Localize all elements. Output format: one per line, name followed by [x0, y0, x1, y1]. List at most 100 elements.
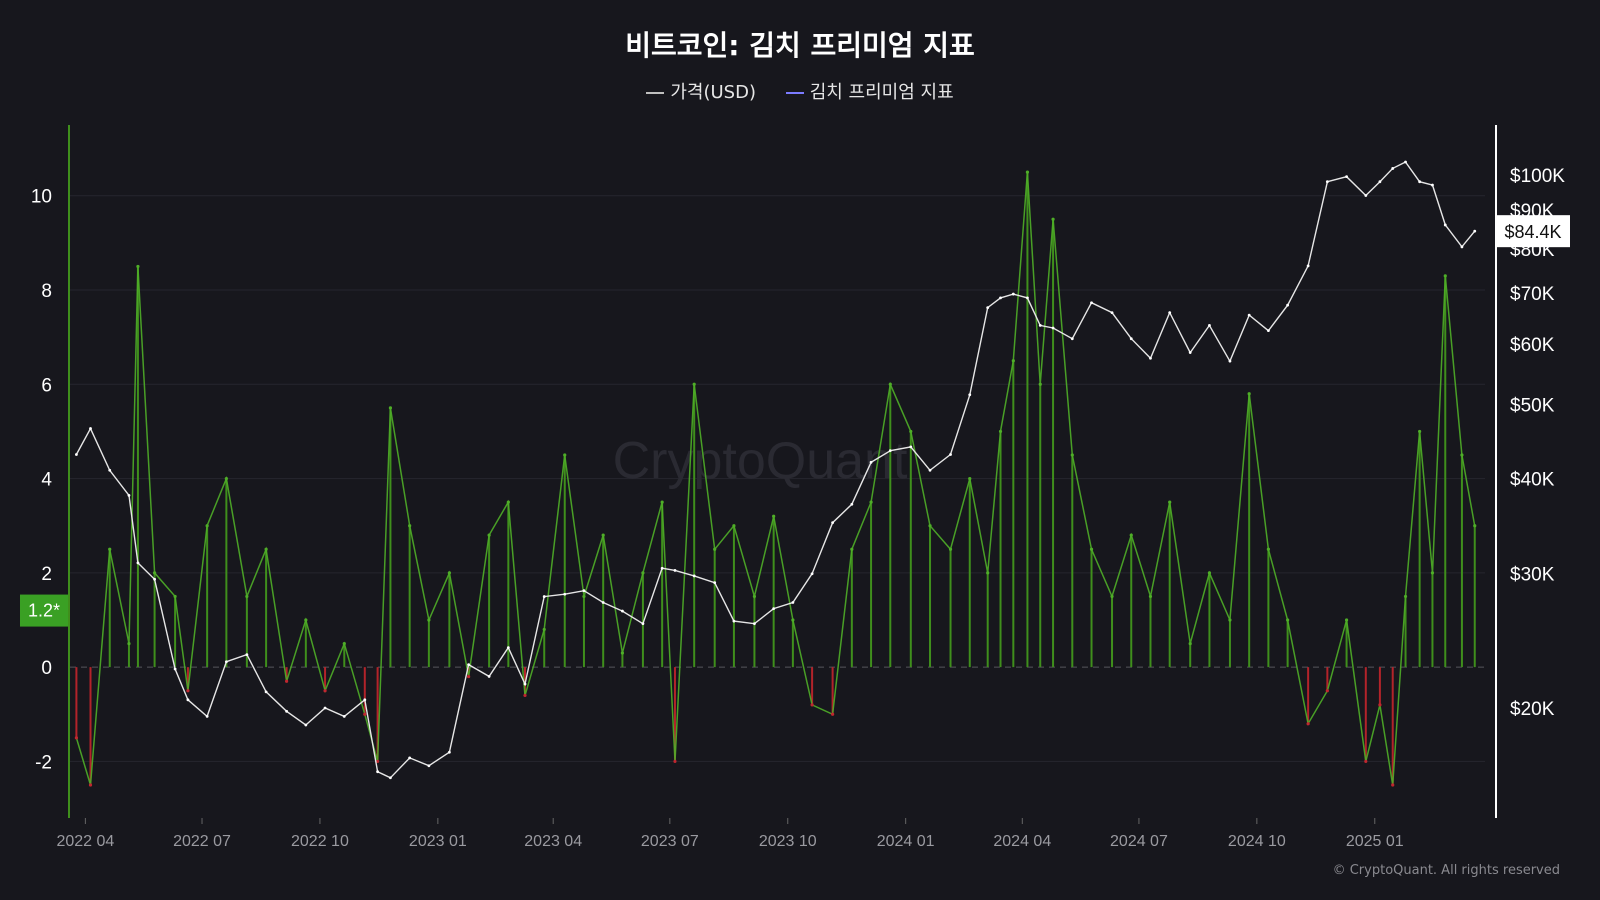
price-point: [1345, 175, 1348, 179]
price-point: [582, 589, 586, 593]
price-point: [363, 698, 367, 702]
premium-point: [732, 524, 736, 528]
price-point: [173, 667, 177, 671]
price-point: [909, 445, 913, 449]
premium-point: [998, 429, 1003, 434]
price-point: [999, 296, 1002, 300]
price-point: [1443, 223, 1447, 227]
premium-point: [1418, 429, 1422, 434]
premium-point: [620, 651, 625, 655]
premium-point: [285, 679, 289, 683]
premium-point: [791, 618, 795, 622]
legend-label-price: 가격(USD): [670, 82, 756, 103]
x-tick-label: 2024 04: [993, 833, 1051, 850]
premium-point: [1188, 641, 1192, 646]
premium-point: [1011, 359, 1015, 363]
price-point: [408, 756, 412, 760]
price-point: [1404, 160, 1407, 164]
current-price-badge: [1496, 215, 1570, 248]
legend-item-price[interactable]: 가격(USD): [646, 78, 756, 104]
premium-point: [641, 571, 645, 575]
price-point: [205, 714, 209, 718]
premium-point: [1038, 382, 1042, 386]
premium-point: [74, 736, 79, 740]
premium-point: [323, 689, 327, 693]
premium-point: [487, 533, 491, 537]
price-point: [1188, 351, 1192, 354]
premium-point: [660, 500, 664, 504]
price-point: [732, 619, 736, 623]
legend-item-premium[interactable]: 김치 프리미엄 지표: [785, 78, 954, 104]
premium-point: [363, 712, 367, 716]
y-right-tick-label: $70K: [1510, 284, 1555, 305]
premium-point: [1473, 524, 1477, 528]
premium-point: [928, 524, 932, 528]
price-point: [224, 660, 228, 664]
price-point: [1026, 296, 1029, 300]
premium-point: [1207, 571, 1212, 575]
premium-point: [1391, 783, 1395, 787]
premium-point: [408, 524, 412, 528]
premium-point: [1344, 618, 1349, 622]
price-point: [153, 577, 156, 581]
y-right-tick-label: $60K: [1510, 335, 1555, 356]
x-tick-label: 2023 01: [409, 833, 467, 850]
chart-title: 비트코인: 김치 프리미엄 지표: [625, 29, 975, 62]
premium-point: [1110, 594, 1114, 599]
y-right-tick-label: $50K: [1510, 396, 1555, 417]
y-right-tick-label: $20K: [1510, 699, 1555, 720]
price-point: [136, 561, 140, 565]
price-point: [1364, 194, 1368, 197]
price-point: [810, 572, 814, 576]
x-tick-label: 2022 07: [173, 833, 231, 850]
price-point: [601, 601, 605, 604]
y-left-tick-label: 4: [41, 470, 52, 491]
premium-point: [224, 476, 228, 481]
premium-point: [948, 547, 953, 551]
price-point: [850, 502, 854, 506]
price-point: [186, 698, 190, 702]
price-point: [563, 592, 567, 596]
premium-point: [831, 712, 835, 716]
premium-point: [1089, 547, 1094, 551]
premium-point: [1228, 618, 1232, 622]
premium-point: [1266, 547, 1270, 551]
premium-point: [1430, 571, 1435, 575]
price-point: [487, 675, 491, 678]
price-point: [542, 595, 546, 598]
y-right-tick-label: $30K: [1510, 565, 1555, 586]
premium-point: [186, 689, 190, 693]
premium-point: [447, 571, 451, 575]
premium-point: [968, 476, 972, 481]
premium-point: [772, 514, 776, 518]
price-point: [389, 776, 392, 780]
x-tick-label: 2025 01: [1346, 833, 1404, 850]
price-point: [1286, 303, 1290, 307]
price-point: [1129, 337, 1133, 341]
current-price-label: $84.4K: [1504, 222, 1561, 242]
x-tick-label: 2024 07: [1110, 833, 1168, 850]
current-premium-label: 1.2*: [28, 601, 60, 621]
premium-point: [673, 759, 677, 764]
premium-point: [342, 641, 346, 646]
price-point: [1391, 167, 1395, 170]
y-right-tick-label: $40K: [1510, 469, 1555, 490]
premium-point: [542, 627, 546, 632]
price-point: [285, 709, 289, 713]
premium-point: [88, 783, 93, 787]
price-point: [753, 622, 756, 626]
premium-point: [1306, 722, 1310, 726]
premium-point: [427, 618, 431, 622]
premium-point: [1070, 453, 1074, 457]
price-point: [427, 764, 431, 768]
price-point: [245, 653, 249, 656]
premium-point: [136, 264, 140, 269]
premium-point: [127, 641, 131, 646]
premium-point: [152, 571, 157, 575]
premium-point: [713, 547, 717, 551]
premium-point: [888, 382, 892, 386]
price-point: [1431, 183, 1434, 187]
price-point: [660, 566, 664, 570]
premium-point: [1148, 594, 1153, 599]
price-point: [467, 663, 471, 667]
